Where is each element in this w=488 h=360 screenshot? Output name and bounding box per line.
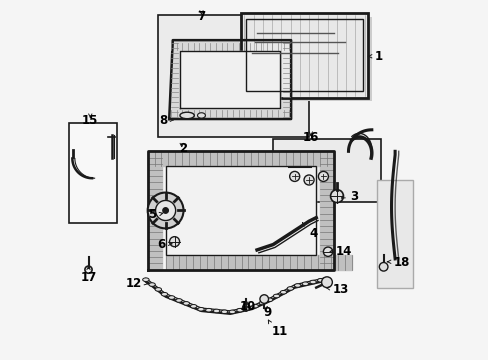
Circle shape [163,208,168,213]
Polygon shape [147,151,333,166]
Circle shape [289,171,299,181]
Ellipse shape [180,112,194,119]
Circle shape [242,304,249,311]
Circle shape [304,175,313,185]
Text: 5: 5 [148,208,156,221]
Circle shape [155,201,175,221]
Text: 14: 14 [335,245,351,258]
Text: 12: 12 [126,278,142,291]
Text: 11: 11 [271,325,287,338]
Polygon shape [169,40,290,119]
Bar [273,139,380,202]
Ellipse shape [294,284,300,287]
Text: 15: 15 [82,114,98,127]
Circle shape [379,262,387,271]
Bar [376,180,412,288]
Polygon shape [147,151,162,270]
Ellipse shape [251,304,258,308]
Ellipse shape [286,287,293,290]
Ellipse shape [228,310,235,314]
Text: 16: 16 [302,131,318,144]
Ellipse shape [244,307,250,310]
Ellipse shape [302,282,308,285]
Text: 2: 2 [179,142,187,156]
Text: 8: 8 [159,114,167,127]
Ellipse shape [161,292,167,296]
Circle shape [321,277,332,288]
Ellipse shape [259,301,265,305]
Ellipse shape [213,309,220,313]
Circle shape [147,193,183,228]
Ellipse shape [142,278,149,282]
Text: 4: 4 [308,226,317,240]
Circle shape [260,295,268,303]
Bar [158,15,308,137]
Polygon shape [165,166,316,255]
Circle shape [330,190,343,203]
Ellipse shape [197,307,204,311]
Ellipse shape [205,309,212,312]
Circle shape [169,237,179,247]
Text: 6: 6 [157,238,165,251]
Text: 9: 9 [263,306,271,319]
Text: 7: 7 [197,10,205,23]
Ellipse shape [309,280,316,284]
Ellipse shape [155,288,161,291]
Ellipse shape [236,309,243,312]
Ellipse shape [221,310,227,314]
Ellipse shape [183,302,189,305]
Text: 17: 17 [80,271,97,284]
Text: 13: 13 [332,283,348,296]
Bar [165,166,316,255]
Ellipse shape [175,299,182,302]
Polygon shape [180,51,280,108]
Polygon shape [165,255,351,270]
Ellipse shape [197,113,205,118]
Text: 3: 3 [349,190,358,203]
Ellipse shape [148,283,155,286]
Circle shape [318,171,328,181]
Polygon shape [319,151,333,270]
Bar [246,19,362,91]
Bar [69,123,117,223]
Bar [244,17,371,101]
Ellipse shape [273,294,279,298]
Ellipse shape [280,291,286,294]
Ellipse shape [168,296,175,299]
Ellipse shape [266,298,272,302]
Ellipse shape [317,279,324,282]
Text: 10: 10 [240,300,256,313]
Text: 18: 18 [392,256,409,269]
Bar [241,13,367,98]
Ellipse shape [190,305,197,308]
Text: 1: 1 [373,50,382,63]
Circle shape [323,247,332,256]
